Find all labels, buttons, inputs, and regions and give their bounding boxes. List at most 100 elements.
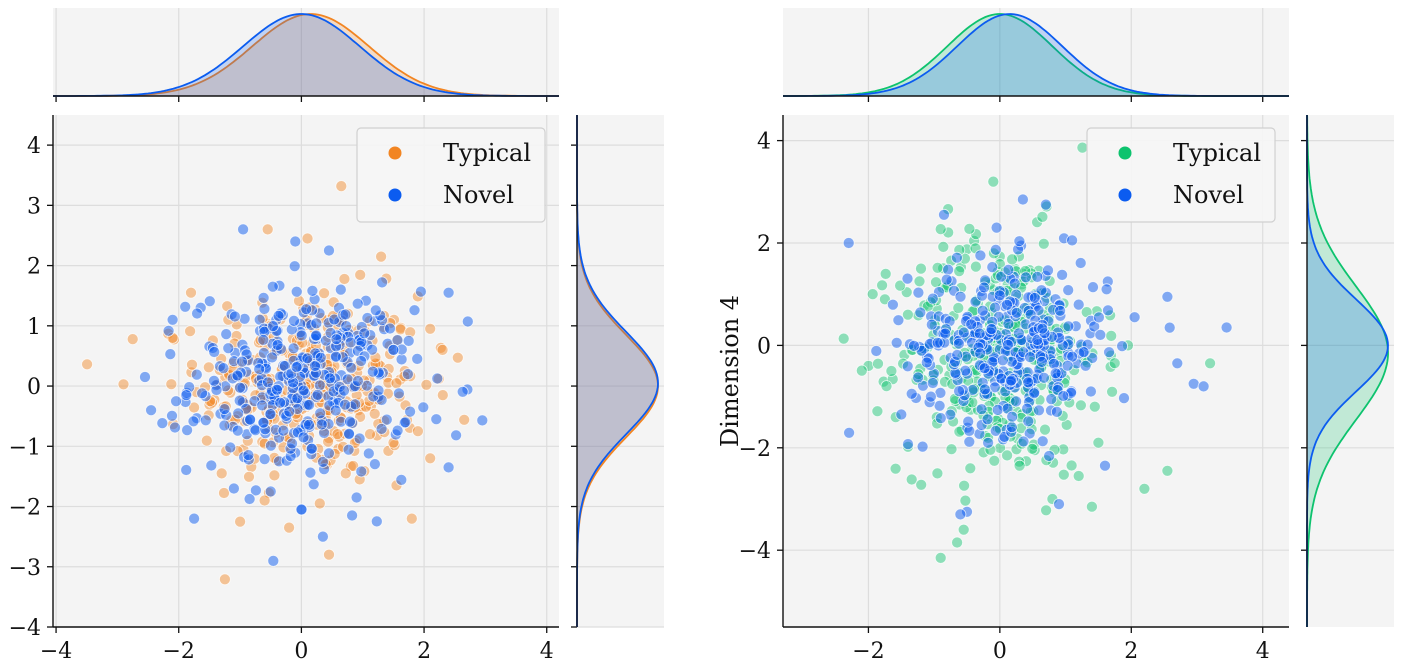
scatter-point-typical [368,407,381,420]
legend-marker-typical [1118,146,1132,160]
x-tick-label: −2 [163,639,195,664]
scatter-point-typical [424,452,437,465]
scatter-point-novel [244,413,257,426]
scatter-point-novel [1093,311,1105,324]
scatter-point-novel [411,352,424,365]
scatter-point-typical [862,359,875,372]
scatter-point-novel [985,323,998,336]
scatter-point-typical [913,275,926,288]
scatter-point-typical [937,240,950,253]
legend-marker-novel [1118,188,1132,202]
scatter-point-novel [1036,355,1048,368]
scatter-point-novel [1220,321,1233,334]
scatter-point-novel [258,453,271,466]
scatter-point-typical [1072,470,1085,482]
scatter-point-novel [190,368,203,381]
scatter-point-novel [954,508,967,521]
scatter-point-novel [315,418,328,431]
y-axis-label: Dimension 4 [716,295,744,447]
scatter-point-novel [1163,321,1176,334]
scatter-point-novel [351,297,364,310]
scatter-point-typical [243,470,255,483]
scatter-point-typical [258,494,271,507]
scatter-point-novel [1051,405,1063,418]
scatter-point-typical [165,378,178,391]
scatter-point-novel [1035,284,1048,297]
series-novel [842,193,1233,521]
scatter-point-novel [942,263,954,276]
y-tick-label: 0 [27,375,41,400]
scatter-point-novel [920,356,933,369]
scatter-point-novel [957,326,970,339]
y-tick-label: 3 [27,194,41,219]
scatter-point-typical [331,428,344,441]
scatter-point-typical [968,234,980,247]
scatter-point-typical [1037,237,1050,250]
scatter-point-typical [218,573,231,586]
scatter-point-novel [901,360,914,373]
scatter-point-typical [1088,400,1101,413]
scatter-point-novel [188,512,201,525]
scatter-point-novel [995,270,1008,283]
scatter-point-novel [314,407,327,420]
scatter-point-novel [991,403,1004,416]
y-tick-label: 0 [757,334,771,359]
scatter-point-novel [1008,277,1021,290]
scatter-point-novel [1171,357,1184,370]
scatter-point-novel [978,362,991,375]
y-tick-label: −3 [9,556,41,581]
scatter-point-novel [1118,392,1130,405]
scatter-point-novel [287,342,300,355]
scatter-point-novel [295,329,308,342]
scatter-point-novel [257,333,270,346]
legend-label-novel: Novel [1173,181,1244,209]
scatter-point-novel [1013,327,1025,340]
scatter-point-typical [871,405,884,418]
right-density-fill-novel [577,115,658,627]
y-tick-label: −2 [739,437,771,462]
scatter-point-novel [974,249,987,262]
scatter-point-typical [390,377,403,390]
scatter-point-novel [353,432,366,445]
scatter-point-novel [1062,320,1075,333]
x-tick-label: 0 [993,639,1007,664]
scatter-point-novel [208,374,220,387]
scatter-point-novel [271,339,284,351]
scatter-point-novel [1043,450,1055,462]
scatter-point-novel [417,401,430,414]
scatter-point-novel [408,304,421,317]
scatter-point-novel [1094,328,1107,341]
scatter-point-novel [1013,235,1026,248]
scatter-point-novel [1033,404,1045,417]
scatter-point-novel [989,243,1002,256]
legend: Typical Novel [356,127,546,223]
scatter-point-novel [391,424,404,437]
scatter-point-novel [1005,374,1018,387]
scatter-point-novel [1010,395,1022,408]
scatter-point-typical [458,413,471,426]
scatter-point-typical [964,462,977,475]
scatter-point-novel [181,424,194,437]
series-novel [139,223,489,567]
scatter-point-novel [262,376,274,389]
scatter-point-novel [1002,338,1014,351]
scatter-point-novel [231,424,244,437]
scatter-point-novel [399,416,412,429]
scatter-point-novel [166,409,178,422]
scatter-point-typical [952,302,965,314]
scatter-point-typical [988,454,1001,467]
scatter-point-novel [975,403,988,416]
scatter-point-novel [311,388,324,401]
scatter-point-novel [139,371,151,383]
scatter-point-novel [264,485,277,498]
scatter-point-novel [979,383,991,396]
scatter-point-typical [184,325,197,338]
scatter-point-typical [879,267,892,280]
scatter-point-novel [288,260,301,273]
scatter-point-typical [436,343,449,356]
scatter-point-novel [286,437,298,450]
scatter-point-novel [1028,291,1041,304]
scatter-point-novel [933,399,946,412]
scatter-point-typical [977,446,990,459]
